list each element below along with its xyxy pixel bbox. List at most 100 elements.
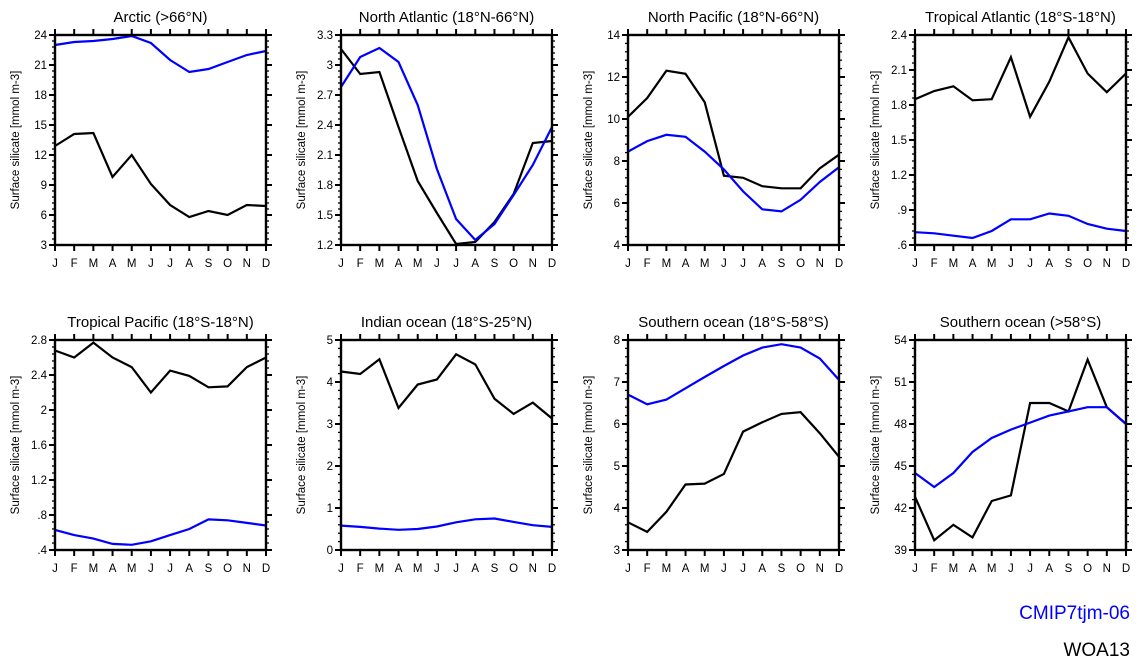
y-tick-label: 21 bbox=[34, 60, 47, 72]
y-tick-label: 12 bbox=[607, 72, 620, 84]
x-tick-label: J bbox=[912, 258, 918, 270]
panel-title: Indian ocean (18°S-25°N) bbox=[361, 314, 532, 331]
series-line-cmip7tjm-06 bbox=[340, 517, 553, 531]
x-tick-label: N bbox=[1103, 563, 1111, 575]
x-tick-label: M bbox=[375, 258, 385, 270]
y-tick-label: 1.2 bbox=[891, 170, 907, 182]
x-tick-label: D bbox=[262, 563, 270, 575]
y-axis-label: Surface silicate [mmol m-3] bbox=[10, 376, 22, 515]
y-tick-label: 2.7 bbox=[317, 90, 333, 102]
series-line-woa13 bbox=[54, 131, 267, 219]
series-line-woa13 bbox=[340, 48, 553, 246]
x-tick-label: D bbox=[835, 258, 843, 270]
x-tick-label: S bbox=[1065, 563, 1073, 575]
y-tick-label: 39 bbox=[894, 545, 907, 557]
x-tick-label: A bbox=[1045, 563, 1053, 575]
x-tick-label: A bbox=[758, 563, 766, 575]
legend-item-model: CMIP7tjm-06 bbox=[1019, 603, 1130, 624]
plot-frame bbox=[626, 338, 841, 552]
x-tick-label: S bbox=[778, 258, 786, 270]
y-tick-label: 8 bbox=[614, 156, 620, 168]
plot-frame bbox=[913, 33, 1128, 247]
x-tick-label: J bbox=[912, 563, 918, 575]
x-tick-label: F bbox=[644, 258, 651, 270]
x-tick-label: D bbox=[548, 563, 556, 575]
x-tick-label: J bbox=[740, 258, 746, 270]
panel-3: Tropical Atlantic (18°S-18°N) Surface sil… bbox=[870, 9, 1132, 270]
x-tick-label: N bbox=[1103, 258, 1111, 270]
x-tick-label: S bbox=[491, 258, 499, 270]
plot-frame bbox=[626, 33, 841, 247]
x-tick-label: N bbox=[816, 563, 824, 575]
y-tick-label: 1.5 bbox=[891, 135, 907, 147]
x-tick-label: N bbox=[816, 258, 824, 270]
plot-frame bbox=[53, 33, 268, 247]
y-tick-label: 1.6 bbox=[31, 440, 47, 452]
x-tick-label: A bbox=[471, 563, 479, 575]
x-tick-label: M bbox=[89, 563, 99, 575]
x-tick-label: A bbox=[758, 258, 766, 270]
x-tick-label: M bbox=[127, 258, 137, 270]
x-tick-label: A bbox=[682, 258, 690, 270]
series-line-cmip7tjm-06 bbox=[54, 518, 267, 546]
series-line-woa13 bbox=[914, 34, 1127, 120]
y-tick-label: 3.3 bbox=[317, 30, 333, 42]
y-tick-label: 2.1 bbox=[317, 150, 333, 162]
series-line-woa13 bbox=[627, 69, 840, 190]
panel-title: Southern ocean (>58°S) bbox=[940, 314, 1102, 331]
x-tick-label: F bbox=[644, 563, 651, 575]
panel-5: Indian ocean (18°S-25°N) Surface silicate… bbox=[296, 314, 558, 575]
y-tick-label: 14 bbox=[607, 30, 620, 42]
series-line-cmip7tjm-06 bbox=[914, 212, 1127, 240]
x-tick-label: J bbox=[721, 258, 727, 270]
y-tick-label: 0 bbox=[327, 545, 333, 557]
panel-title: North Pacific (18°N-66°N) bbox=[648, 9, 819, 26]
y-tick-label: 6 bbox=[41, 210, 47, 222]
y-tick-label: .9 bbox=[897, 205, 907, 217]
y-tick-label: 2.1 bbox=[891, 65, 907, 77]
x-tick-label: D bbox=[262, 258, 270, 270]
series-line-cmip7tjm-06 bbox=[914, 406, 1127, 489]
y-tick-label: 10 bbox=[607, 114, 620, 126]
y-tick-label: 2 bbox=[327, 461, 333, 473]
x-tick-label: M bbox=[413, 258, 423, 270]
x-tick-label: J bbox=[453, 258, 459, 270]
y-tick-label: 2.4 bbox=[891, 30, 908, 42]
panel-title: Arctic (>66°N) bbox=[114, 9, 208, 26]
x-tick-label: A bbox=[109, 563, 117, 575]
x-tick-label: J bbox=[167, 563, 173, 575]
y-tick-label: 42 bbox=[894, 503, 907, 515]
y-tick-label: 1.8 bbox=[317, 180, 333, 192]
x-tick-label: J bbox=[52, 258, 58, 270]
x-tick-label: S bbox=[491, 563, 499, 575]
x-tick-label: D bbox=[1122, 258, 1130, 270]
x-tick-label: O bbox=[223, 563, 232, 575]
y-tick-label: 6 bbox=[614, 198, 620, 210]
x-tick-label: O bbox=[1083, 563, 1092, 575]
x-tick-label: J bbox=[148, 258, 154, 270]
y-tick-label: 8 bbox=[614, 335, 620, 347]
y-tick-label: 45 bbox=[894, 461, 907, 473]
x-tick-label: J bbox=[740, 563, 746, 575]
x-tick-label: A bbox=[395, 563, 403, 575]
x-tick-label: O bbox=[509, 258, 518, 270]
series-line-woa13 bbox=[54, 341, 267, 395]
y-tick-label: 4 bbox=[327, 377, 334, 389]
y-tick-label: 3 bbox=[327, 419, 333, 431]
panel-0: Arctic (>66°N) Surface silicate [mmol m-3… bbox=[10, 9, 272, 270]
x-tick-label: A bbox=[109, 258, 117, 270]
y-tick-label: 1.5 bbox=[317, 210, 333, 222]
y-tick-label: 54 bbox=[894, 335, 907, 347]
x-tick-label: J bbox=[434, 258, 440, 270]
series-line-cmip7tjm-06 bbox=[627, 343, 840, 406]
legend-item-obs: WOA13 bbox=[1063, 640, 1130, 661]
x-tick-label: A bbox=[185, 563, 193, 575]
y-tick-label: 4 bbox=[614, 240, 621, 252]
y-tick-label: 1.2 bbox=[31, 475, 47, 487]
y-axis-label: Surface silicate [mmol m-3] bbox=[870, 71, 882, 210]
series-line-woa13 bbox=[340, 352, 553, 420]
y-tick-label: 24 bbox=[34, 30, 47, 42]
y-tick-label: 3 bbox=[327, 60, 333, 72]
panel-title: Tropical Atlantic (18°S-18°N) bbox=[925, 9, 1116, 26]
